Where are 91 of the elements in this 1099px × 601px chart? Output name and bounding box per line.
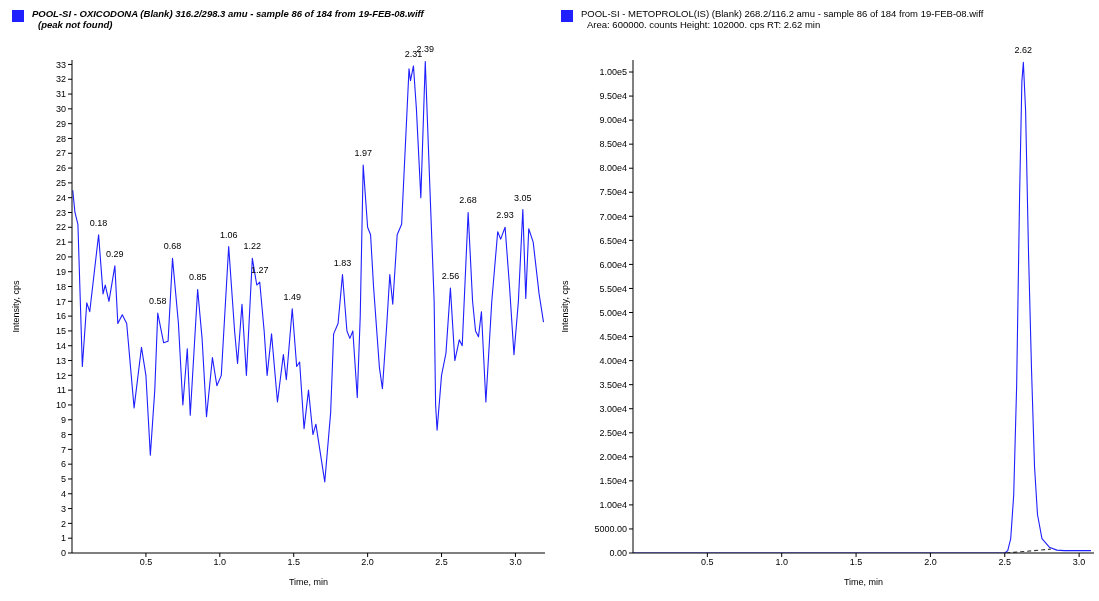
annotation: 2.93	[496, 210, 514, 221]
y-tick-label: 3	[60, 503, 66, 514]
y-tick-label: 1	[60, 533, 66, 544]
x-tick-label: 1.0	[213, 557, 227, 568]
y-tick-label: 6.00e4	[599, 259, 627, 270]
y-tick-label: 31	[55, 89, 66, 100]
y-tick-label: 7.00e4	[599, 211, 627, 222]
y-tick-label: 7.50e4	[599, 187, 627, 198]
y-tick-label: 3.00e4	[599, 403, 627, 414]
y-tick-label: 10	[55, 400, 66, 411]
y-tick-label: 2	[60, 518, 66, 529]
annotation: 1.83	[333, 257, 352, 268]
y-tick-label: 19	[55, 266, 66, 277]
y-tick-label: 24	[55, 192, 66, 203]
y-tick-label: 28	[55, 133, 66, 144]
annotation: 1.06	[219, 229, 238, 240]
y-tick-label: 21	[55, 237, 66, 248]
annotation: 2.68	[459, 195, 477, 206]
y-tick-label: 8.50e4	[599, 139, 627, 150]
annotation: 3.05	[514, 192, 532, 203]
y-tick-label: 9.00e4	[599, 115, 627, 126]
line-series	[72, 60, 545, 483]
y-tick-label: 9	[60, 414, 66, 425]
x-tick-label: 1.0	[775, 557, 788, 568]
y-tick-label: 7	[60, 444, 66, 455]
y-tick-label: 2.00e4	[599, 452, 627, 462]
y-tick-label: 0.00	[609, 548, 627, 559]
x-tick-label: 0.5	[139, 557, 153, 568]
annotation: 0.58	[148, 296, 167, 307]
y-tick-label: 32	[55, 74, 66, 85]
y-tick-label: 16	[55, 311, 66, 322]
y-tick-label: 12	[55, 370, 66, 381]
x-tick-label: 1.5	[287, 557, 300, 568]
y-tick-label: 26	[55, 163, 66, 174]
y-tick-label: 18	[55, 281, 66, 292]
annotation: 0.68	[163, 241, 182, 252]
x-tick-label: 3.0	[1072, 557, 1086, 568]
chart-title: POOL-SI - OXICODONA (Blank) 316.2/298.3 amu - sample 86 of 184 from 19-FEB-08.wiff	[32, 8, 424, 19]
chart-title: POOL-SI - METOPROLOL(IS) (Blank) 268.2/116.2 amu - sample 86 of 184 from 19-FEB-08.wiff	[581, 8, 984, 19]
y-tick-label: 6	[60, 459, 66, 470]
y-tick-label: 6.50e4	[599, 235, 627, 246]
y-tick-label: 27	[55, 148, 66, 159]
y-tick-label: 4.00e4	[599, 355, 627, 366]
y-tick-label: 13	[55, 355, 66, 366]
chart-subtitle: Area: 600000. counts Height: 102000. cps RT: 2.62 min	[586, 19, 822, 30]
y-tick-label: 20	[55, 252, 66, 263]
y-tick-label: 5	[60, 474, 66, 485]
x-tick-label: 2.5	[998, 557, 1012, 568]
y-tick-label: 11	[56, 385, 66, 396]
annotation: 0.18	[89, 217, 108, 228]
x-tick-label: 3.0	[509, 557, 522, 568]
annotation: 1.22	[243, 241, 262, 252]
y-tick-label: 8	[60, 429, 66, 440]
y-tick-label: 0	[60, 548, 66, 559]
y-tick-label: 4	[60, 488, 66, 499]
y-tick-label: 5.00e4	[599, 307, 627, 318]
y-tick-label: 4.50e4	[599, 331, 627, 342]
annotation: 0.85	[188, 272, 207, 283]
y-tick-label: 29	[55, 118, 66, 129]
y-tick-label: 30	[55, 104, 66, 115]
annotation: 1.49	[283, 291, 302, 302]
y-tick-label: 1.00e5	[599, 67, 627, 78]
y-tick-label: 1.50e4	[599, 476, 627, 487]
annotation: 2.56	[441, 270, 460, 281]
y-tick-label: 15	[55, 326, 66, 337]
y-tick-label: 33	[55, 59, 66, 70]
x-axis-title: Time, min	[288, 577, 329, 587]
y-tick-label: 23	[55, 207, 66, 218]
y-tick-label: 5.50e4	[599, 283, 627, 294]
annotation: 0.29	[106, 248, 124, 259]
y-tick-label: 3.50e4	[599, 379, 627, 390]
y-tick-label: 8.00e4	[599, 163, 627, 174]
chart-subtitle: (peak not found)	[37, 19, 114, 30]
x-tick-label: 2.0	[924, 557, 937, 568]
y-tick-label: 9.50e4	[599, 91, 627, 102]
x-tick-label: 2.0	[361, 557, 374, 568]
x-tick-label: 1.5	[849, 557, 863, 568]
y-tick-label: 17	[55, 296, 66, 307]
y-axis-title: Intensity, cps	[11, 280, 22, 333]
x-tick-label: 2.5	[435, 557, 448, 568]
y-tick-label: 22	[55, 222, 66, 233]
annotation: 2.62	[1014, 45, 1033, 56]
x-axis-title: Time, min	[843, 577, 884, 587]
annotation: 1.97	[354, 148, 372, 159]
y-tick-label: 5000.00	[594, 524, 627, 535]
y-tick-label: 2.50e4	[599, 427, 627, 438]
y-axis-title: Intensity, cps	[560, 280, 571, 333]
y-tick-label: 1.00e4	[599, 500, 627, 511]
y-tick-label: 25	[55, 178, 66, 189]
y-tick-label: 14	[55, 340, 66, 351]
x-tick-label: 0.5	[701, 557, 714, 568]
